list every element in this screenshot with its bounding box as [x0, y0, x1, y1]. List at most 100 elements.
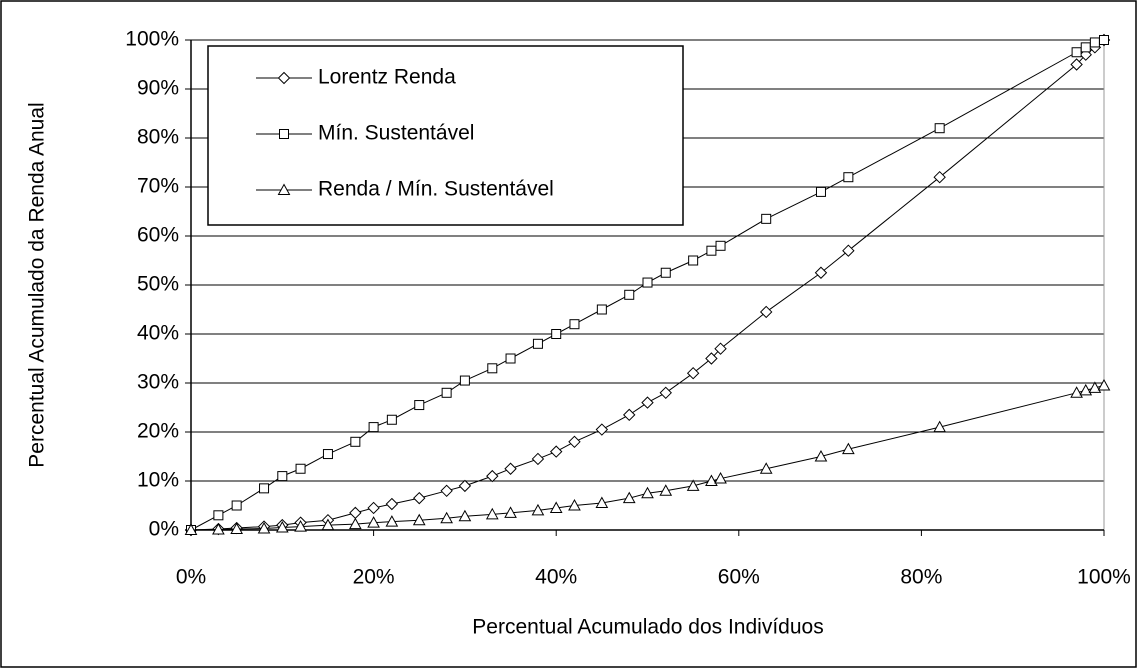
marker-triangle [549, 501, 563, 513]
marker-square [706, 245, 717, 256]
x-tick-label: 20% [353, 566, 395, 589]
marker-square [815, 186, 826, 197]
marker-triangle [184, 523, 198, 535]
marker-diamond [623, 408, 636, 422]
marker-square [569, 319, 580, 330]
marker-diamond [595, 423, 609, 436]
marker-triangle [277, 183, 291, 195]
marker-triangle [1079, 383, 1093, 396]
marker-diamond [933, 170, 946, 184]
marker-diamond [1070, 58, 1083, 71]
marker-square [596, 304, 607, 315]
marker-triangle [531, 503, 545, 516]
marker-square [368, 422, 379, 433]
marker-square [761, 213, 772, 224]
marker-diamond [842, 244, 855, 257]
marker-triangle [814, 449, 828, 462]
marker-square [295, 463, 306, 474]
x-tick-label: 60% [718, 566, 760, 589]
y-tick-label: 0% [149, 518, 179, 541]
marker-triangle [568, 498, 581, 511]
marker-triangle [842, 442, 855, 455]
marker-triangle [622, 491, 636, 504]
marker-triangle [686, 479, 700, 491]
marker-square [551, 329, 562, 339]
marker-diamond [385, 497, 399, 511]
marker-square [1071, 47, 1082, 58]
marker-square [624, 289, 635, 300]
marker-triangle [485, 507, 499, 520]
marker-diamond [486, 469, 499, 483]
marker-triangle [759, 462, 773, 474]
marker-diamond [504, 462, 517, 475]
y-tick-label: 90% [137, 77, 179, 100]
y-tick-label: 60% [137, 224, 179, 247]
marker-square [277, 471, 288, 482]
marker-square [934, 123, 945, 134]
marker-triangle [641, 486, 654, 499]
marker-triangle [1097, 378, 1111, 391]
marker-diamond [568, 435, 581, 449]
marker-square [231, 500, 242, 511]
marker-square [1080, 42, 1091, 53]
y-tick-label: 30% [137, 371, 179, 394]
marker-diamond [714, 342, 727, 355]
marker-square [213, 510, 224, 521]
marker-diamond [549, 445, 563, 458]
x-tick-label: 100% [1077, 566, 1131, 589]
marker-square [505, 353, 516, 364]
marker-square [1099, 35, 1109, 45]
marker-square [660, 267, 671, 278]
legend-label: Lorentz Renda [318, 66, 456, 89]
marker-triangle [412, 513, 426, 526]
marker-triangle [294, 520, 307, 532]
y-axis-label: Percentual Acumulado da Renda Anual [26, 102, 49, 467]
marker-square [532, 338, 543, 349]
marker-square [279, 129, 289, 139]
marker-triangle [933, 420, 947, 433]
marker-square [350, 436, 361, 447]
marker-triangle [275, 521, 289, 533]
y-tick-label: 80% [137, 126, 179, 149]
marker-triangle [1088, 381, 1102, 393]
marker-diamond [277, 71, 291, 85]
marker-square [642, 277, 653, 288]
x-axis-label: Percentual Acumulado dos Indivíduos [472, 616, 823, 639]
marker-square [843, 172, 854, 183]
x-tick-label: 40% [535, 566, 577, 589]
marker-triangle [458, 509, 472, 522]
marker-diamond [413, 491, 426, 505]
marker-triangle [659, 484, 673, 496]
marker-diamond [814, 266, 828, 279]
marker-diamond [705, 352, 718, 365]
x-tick-label: 0% [176, 566, 206, 589]
marker-square [414, 400, 425, 411]
marker-triangle [321, 518, 335, 531]
marker-square [688, 255, 699, 266]
marker-square [441, 387, 452, 398]
marker-diamond [458, 479, 472, 493]
marker-square [322, 449, 333, 460]
marker-triangle [705, 474, 718, 486]
marker-square [459, 375, 470, 386]
marker-triangle [714, 472, 727, 484]
legend-label: Mín. Sustentável [318, 122, 474, 145]
y-tick-label: 100% [125, 28, 179, 51]
marker-triangle [348, 517, 362, 530]
marker-diamond [641, 396, 654, 409]
x-tick-label: 80% [900, 566, 942, 589]
marker-diamond [686, 366, 700, 380]
marker-triangle [212, 522, 225, 535]
y-tick-label: 70% [137, 175, 179, 198]
y-tick-label: 20% [137, 420, 179, 443]
marker-diamond [440, 484, 453, 498]
marker-triangle [504, 506, 517, 518]
marker-triangle [1070, 386, 1083, 398]
marker-triangle [385, 515, 399, 527]
marker-triangle [367, 516, 380, 528]
y-tick-label: 50% [137, 273, 179, 296]
marker-diamond [759, 305, 773, 319]
marker-triangle [440, 511, 453, 524]
marker-triangle [595, 496, 609, 509]
marker-diamond [531, 452, 545, 466]
